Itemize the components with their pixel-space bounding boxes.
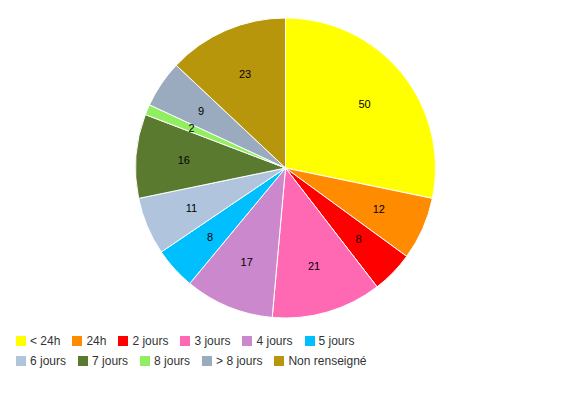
svg-text:9: 9 (198, 105, 204, 117)
html-text:3 jours: 3 jours (194, 334, 231, 348)
svg-text:2: 2 (188, 122, 194, 134)
svg-text:12: 12 (373, 203, 385, 215)
html-text:4 jours: 4 jours (256, 334, 293, 348)
svg-text:50: 50 (358, 98, 370, 110)
html-text:5 jours: 5 jours (318, 334, 355, 348)
html-text:7 jours: 7 jours (92, 354, 129, 368)
html-text:> 8 jours: > 8 jours (216, 354, 263, 368)
html-text:24h: 24h (86, 334, 107, 348)
svg-text:23: 23 (239, 68, 251, 80)
svg-text:17: 17 (241, 256, 253, 268)
html-text:8 jours: 8 jours (154, 354, 191, 368)
svg-text:21: 21 (308, 260, 320, 272)
svg-text:16: 16 (178, 154, 190, 166)
svg-text:8: 8 (207, 231, 213, 243)
html-text:< 24h: < 24h (30, 334, 61, 348)
svg-text:11: 11 (186, 202, 197, 214)
html-text:2 jours: 2 jours (132, 334, 169, 348)
svg-text:8: 8 (356, 233, 362, 245)
html-text:6 jours: 6 jours (30, 354, 66, 368)
html-text:Non renseigné: Non renseigné (288, 354, 367, 368)
